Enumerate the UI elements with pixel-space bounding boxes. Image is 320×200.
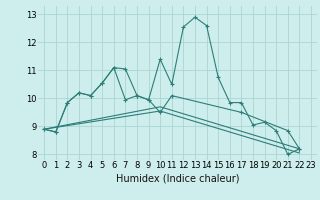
X-axis label: Humidex (Indice chaleur): Humidex (Indice chaleur) <box>116 173 239 183</box>
